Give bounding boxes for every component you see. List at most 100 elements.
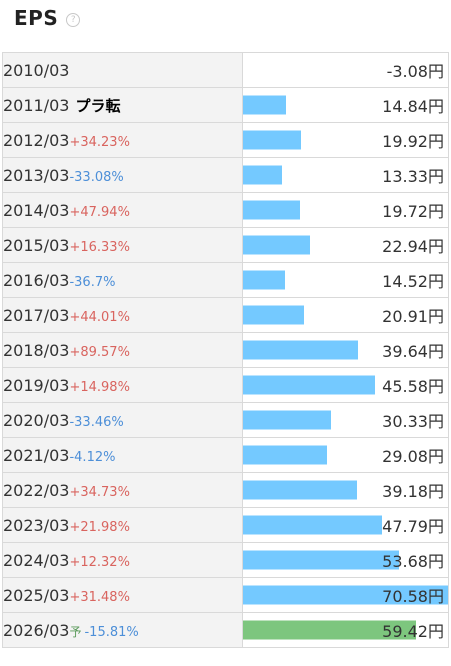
fiscal-year: 2024/03 (3, 550, 70, 570)
year-cell: 2016/03-36.7% (2, 262, 243, 298)
table-row: 2017/03+44.01% 20.91円 (2, 297, 449, 333)
year-cell: 2025/03+31.48% (2, 577, 243, 613)
table-row: 2023/03+21.98% 47.79円 (2, 507, 449, 543)
eps-number: 39.18 (382, 482, 428, 501)
forecast-eps-bar (243, 620, 416, 640)
change-rate: +14.98% (69, 379, 130, 395)
table-row: 2014/03+47.94% 19.72円 (2, 192, 449, 228)
eps-value: 70.58円 (382, 583, 444, 607)
forecast-mark: 予 (69, 624, 82, 639)
eps-value-cell: 13.33円 (242, 157, 449, 193)
eps-number: 30.33 (382, 412, 428, 431)
eps-bar (243, 235, 310, 255)
eps-value: 22.94円 (382, 233, 444, 257)
table-row: 2024/03+12.32% 53.68円 (2, 542, 449, 578)
table-row: 2012/03+34.23% 19.92円 (2, 122, 449, 158)
eps-unit: 円 (427, 272, 444, 291)
eps-unit: 円 (427, 552, 444, 571)
table-row: 2018/03+89.57% 39.64円 (2, 332, 449, 368)
eps-number: 22.94 (382, 237, 428, 256)
change-rate: -36.7% (69, 274, 116, 290)
eps-number: 70.58 (382, 587, 428, 606)
eps-number: 13.33 (382, 167, 428, 186)
change-rate: +21.98% (69, 519, 130, 535)
fiscal-year: 2017/03 (3, 305, 70, 325)
eps-unit: 円 (427, 447, 444, 466)
eps-bar (243, 515, 382, 535)
eps-unit: 円 (427, 482, 444, 501)
year-cell: 2017/03+44.01% (2, 297, 243, 333)
change-rate: +16.33% (69, 239, 130, 255)
year-cell: 2015/03+16.33% (2, 227, 243, 263)
change-rate: プラ転 (75, 96, 121, 115)
eps-number: 14.52 (382, 272, 428, 291)
fiscal-year: 2011/03 (3, 95, 70, 115)
eps-value: -3.08円 (387, 58, 444, 82)
change-rate: +31.48% (69, 589, 130, 605)
eps-value-cell: 19.72円 (242, 192, 449, 228)
eps-unit: 円 (427, 587, 444, 606)
question-circle-icon[interactable]: ? (66, 12, 81, 27)
eps-value-cell: 59.42円 (242, 612, 449, 648)
eps-value-cell: 53.68円 (242, 542, 449, 578)
eps-header: EPS ? (14, 0, 81, 36)
eps-value-cell: 22.94円 (242, 227, 449, 263)
year-cell: 2026/03予 -15.81% (2, 612, 243, 648)
eps-unit: 円 (427, 167, 444, 186)
eps-value: 14.52円 (382, 268, 444, 292)
eps-number: 14.84 (382, 97, 428, 116)
eps-value-cell: 70.58円 (242, 577, 449, 613)
eps-unit: 円 (427, 237, 444, 256)
eps-unit: 円 (427, 97, 444, 116)
eps-value: 59.42円 (382, 618, 444, 642)
eps-unit: 円 (427, 377, 444, 396)
eps-unit: 円 (427, 342, 444, 361)
fiscal-year: 2020/03 (3, 410, 70, 430)
fiscal-year: 2010/03 (3, 60, 70, 80)
fiscal-year: 2015/03 (3, 235, 70, 255)
eps-value: 14.84円 (382, 93, 444, 117)
eps-bar (243, 95, 286, 115)
eps-value-cell: 39.64円 (242, 332, 449, 368)
year-cell: 2010/03 (2, 52, 243, 88)
year-cell: 2011/03 プラ転 (2, 87, 243, 123)
year-cell: 2012/03+34.23% (2, 122, 243, 158)
eps-value-cell: 29.08円 (242, 437, 449, 473)
table-row: 2020/03-33.46% 30.33円 (2, 402, 449, 438)
year-cell: 2019/03+14.98% (2, 367, 243, 403)
eps-value-cell: 14.52円 (242, 262, 449, 298)
change-rate: +44.01% (69, 309, 130, 325)
eps-value: 29.08円 (382, 443, 444, 467)
eps-value-cell: 39.18円 (242, 472, 449, 508)
fiscal-year: 2026/03 (3, 620, 70, 640)
year-cell: 2013/03-33.08% (2, 157, 243, 193)
eps-bar (243, 270, 285, 290)
change-rate: +34.73% (69, 484, 130, 500)
eps-unit: 円 (427, 517, 444, 536)
eps-bar (243, 130, 301, 150)
eps-number: 45.58 (382, 377, 428, 396)
eps-value: 45.58円 (382, 373, 444, 397)
section-title: EPS (14, 6, 59, 30)
table-row: 2010/03 -3.08円 (2, 52, 449, 88)
eps-bar (243, 375, 375, 395)
eps-bar (243, 165, 282, 185)
fiscal-year: 2014/03 (3, 200, 70, 220)
eps-value-cell: 19.92円 (242, 122, 449, 158)
eps-number: 19.72 (382, 202, 428, 221)
change-rate: -33.46% (69, 414, 124, 430)
table-row: 2021/03-4.12% 29.08円 (2, 437, 449, 473)
table-row: 2013/03-33.08% 13.33円 (2, 157, 449, 193)
eps-value: 53.68円 (382, 548, 444, 572)
fiscal-year: 2022/03 (3, 480, 70, 500)
table-row: 2015/03+16.33% 22.94円 (2, 227, 449, 263)
year-cell: 2023/03+21.98% (2, 507, 243, 543)
eps-table: 2010/03 -3.08円 2011/03 プラ転 14.84円 2012/03+34.… (2, 52, 449, 648)
eps-number: -3.08 (386, 62, 428, 81)
eps-number: 47.79 (382, 517, 428, 536)
table-row: 2011/03 プラ転 14.84円 (2, 87, 449, 123)
change-rate: +12.32% (69, 554, 130, 570)
fiscal-year: 2018/03 (3, 340, 70, 360)
eps-unit: 円 (427, 202, 444, 221)
change-rate: +34.23% (69, 134, 130, 150)
